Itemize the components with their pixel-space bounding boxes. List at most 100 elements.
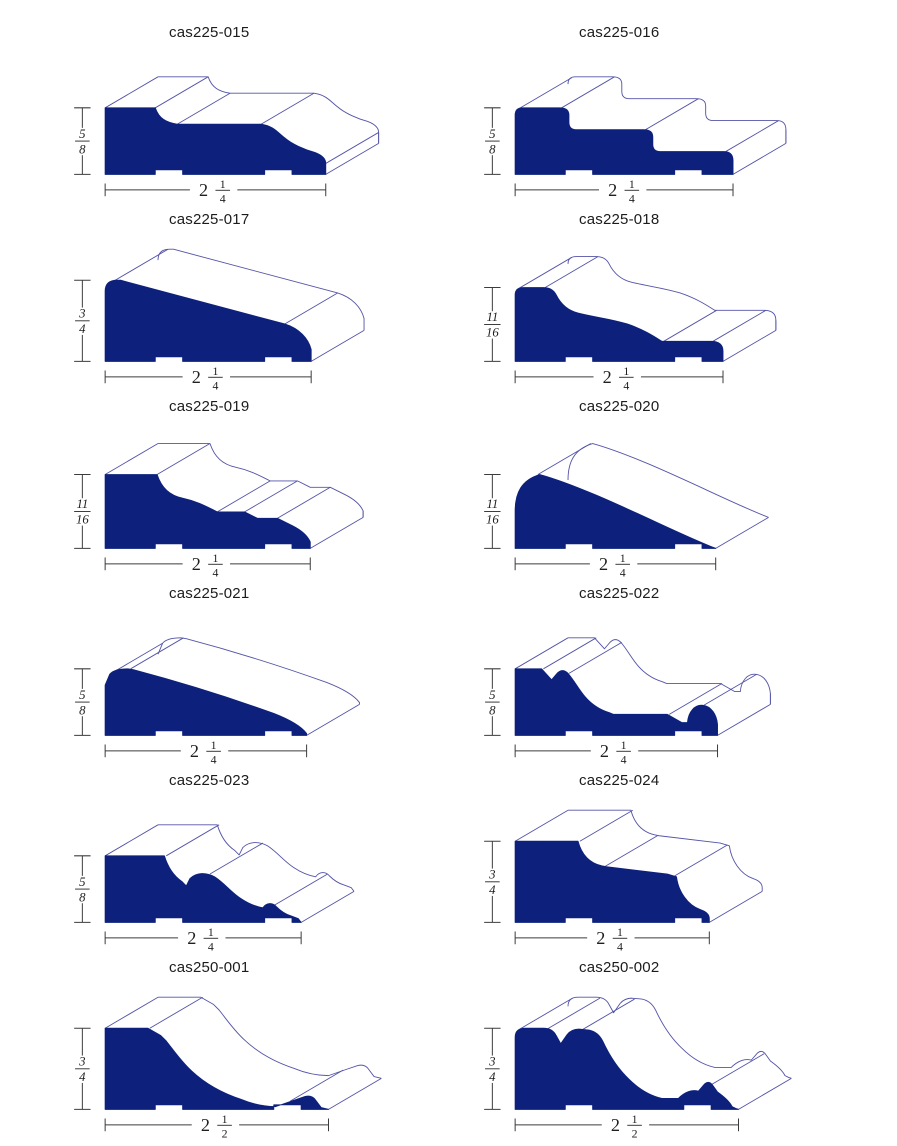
width-numerator: 1 xyxy=(620,551,626,565)
profile-drawing-cas250-001: 3 4 2 1 2 xyxy=(74,996,382,1141)
width-dimension: 2 1 4 xyxy=(514,551,717,580)
extrusion-back-fill xyxy=(568,76,786,144)
width-numerator: 1 xyxy=(212,551,218,565)
width-whole: 2 xyxy=(201,1115,210,1135)
extrusion-edges xyxy=(104,824,355,923)
height-numerator: 3 xyxy=(78,307,85,321)
height-dimension: 5 8 xyxy=(484,107,501,175)
profile-front-face xyxy=(514,474,717,549)
profile-front-face xyxy=(514,287,724,362)
profile-cell: cas250-002 3 4 2 1 2 xyxy=(465,959,875,1143)
width-denominator: 4 xyxy=(212,379,218,393)
profile-cell: cas225-015 5 8 2 1 4 xyxy=(55,24,465,208)
profile-front-face xyxy=(514,840,710,923)
width-dimension: 2 1 2 xyxy=(104,1112,329,1141)
extrusion-edges xyxy=(514,809,763,923)
width-denominator: 2 xyxy=(632,1127,638,1141)
width-denominator: 4 xyxy=(211,753,217,767)
height-dimension: 5 8 xyxy=(74,855,91,923)
width-dimension: 2 1 4 xyxy=(514,925,710,954)
profile-front-face xyxy=(104,1027,329,1110)
height-denominator: 8 xyxy=(79,890,86,904)
extrusion-edges xyxy=(518,256,777,362)
extrusion-back-fill xyxy=(158,443,364,518)
height-denominator: 16 xyxy=(486,326,499,340)
width-whole: 2 xyxy=(187,928,196,948)
extrusion-back-outline xyxy=(158,996,382,1079)
height-denominator: 8 xyxy=(489,142,496,156)
profile-front-face xyxy=(514,1027,739,1110)
height-denominator: 4 xyxy=(79,1070,86,1084)
width-dimension: 2 1 4 xyxy=(104,738,308,767)
height-dimension: 3 4 xyxy=(74,1027,91,1110)
extrusion-back-fill xyxy=(568,256,776,331)
profile-label: cas250-002 xyxy=(579,959,660,976)
width-numerator: 1 xyxy=(211,738,217,752)
width-numerator: 1 xyxy=(621,738,627,752)
width-dimension: 2 1 4 xyxy=(104,925,302,954)
width-dimension: 2 1 4 xyxy=(104,364,312,393)
extrusion-back-fill xyxy=(158,997,382,1079)
width-denominator: 4 xyxy=(212,566,218,580)
profile-drawing-cas225-016: 5 8 2 1 4 xyxy=(484,76,787,206)
width-whole: 2 xyxy=(611,1115,620,1135)
profile-label: cas225-022 xyxy=(579,585,660,602)
extrusion-edges xyxy=(104,76,380,175)
profile-drawing-cas225-015: 5 8 2 1 4 xyxy=(74,76,380,206)
extrusion-edges xyxy=(104,996,382,1110)
extrusion-edges xyxy=(519,997,792,1110)
extrusion-back-fill xyxy=(568,443,769,518)
profile-front-face xyxy=(104,668,308,736)
extrusion-back-outline xyxy=(567,256,777,331)
profile-drawing-cas225-022: 5 8 2 1 4 xyxy=(484,637,771,767)
width-whole: 2 xyxy=(192,367,201,387)
extrusion-back-outline xyxy=(567,996,792,1079)
width-dimension: 2 1 2 xyxy=(514,1112,739,1141)
profile-cell: cas225-022 5 8 2 1 4 xyxy=(465,585,875,769)
width-whole: 2 xyxy=(192,554,201,574)
profile-drawing-cas225-019: 11 16 2 1 4 xyxy=(74,443,364,580)
profile-front-face xyxy=(104,855,302,923)
profile-label: cas225-019 xyxy=(169,398,250,415)
height-dimension: 11 16 xyxy=(484,287,501,362)
width-dimension: 2 1 4 xyxy=(514,177,734,206)
height-denominator: 4 xyxy=(79,322,86,336)
extrusion-edges xyxy=(537,443,769,549)
height-numerator: 3 xyxy=(78,1055,85,1069)
height-numerator: 3 xyxy=(488,1055,495,1069)
extrusion-back-fill xyxy=(568,637,771,705)
height-numerator: 5 xyxy=(79,688,85,702)
width-denominator: 4 xyxy=(623,379,629,393)
extrusion-edges xyxy=(104,443,364,549)
width-denominator: 4 xyxy=(629,192,635,206)
height-numerator: 11 xyxy=(486,497,498,511)
width-whole: 2 xyxy=(608,180,617,200)
profile-drawing-cas225-018: 11 16 2 1 4 xyxy=(484,256,777,393)
extrusion-edges xyxy=(514,637,771,736)
height-denominator: 16 xyxy=(486,513,499,527)
profile-cell: cas225-023 5 8 2 1 4 xyxy=(55,772,465,956)
profile-front-face xyxy=(514,668,718,736)
height-numerator: 11 xyxy=(486,310,498,324)
width-numerator: 1 xyxy=(222,1112,228,1126)
extrusion-back-fill xyxy=(158,637,360,705)
extrusion-edges xyxy=(518,76,787,175)
width-denominator: 4 xyxy=(208,940,214,954)
width-numerator: 1 xyxy=(208,925,214,939)
profile-label: cas225-023 xyxy=(169,772,250,789)
profile-front-face xyxy=(104,474,311,549)
profile-drawing-cas225-021: 5 8 2 1 4 xyxy=(74,637,360,767)
width-numerator: 1 xyxy=(617,925,623,939)
profile-cell: cas225-021 5 8 2 1 4 xyxy=(55,585,465,769)
height-numerator: 5 xyxy=(489,688,495,702)
width-dimension: 2 1 4 xyxy=(514,364,724,393)
height-dimension: 5 8 xyxy=(74,107,91,175)
extrusion-back-fill xyxy=(158,824,355,892)
profile-label: cas225-017 xyxy=(169,211,250,228)
profile-drawing-cas225-017: 3 4 2 1 4 xyxy=(74,248,365,393)
height-numerator: 11 xyxy=(76,497,88,511)
profile-drawing-cas225-024: 3 4 2 1 4 xyxy=(484,809,763,954)
profile-cell: cas225-017 3 4 2 1 4 xyxy=(55,211,465,395)
width-whole: 2 xyxy=(199,180,208,200)
height-numerator: 5 xyxy=(79,875,85,889)
